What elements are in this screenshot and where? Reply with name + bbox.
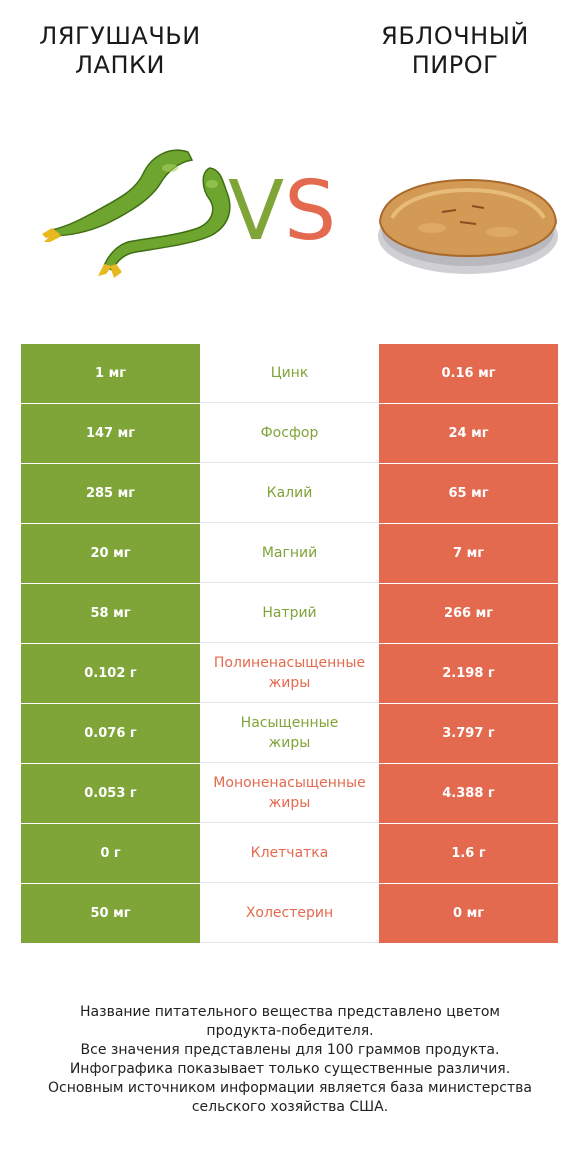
frog-legs-icon bbox=[42, 149, 231, 278]
nutrient-label: Мононенасыщенные жиры bbox=[213, 775, 366, 811]
nutrient-label: Клетчатка bbox=[250, 845, 329, 861]
right-value: 4.388 г bbox=[379, 764, 558, 823]
right-title-line2: ПИРОГ bbox=[411, 51, 499, 79]
footer-line: Основным источником информации является … bbox=[48, 1080, 532, 1096]
right-value: 1.6 г bbox=[379, 824, 558, 883]
right-value: 266 мг bbox=[379, 584, 558, 643]
nutrient-name: Магний bbox=[200, 524, 379, 583]
table-row: 50 мг Холестерин 0 мг bbox=[21, 884, 558, 944]
nutrient-name: Насыщенные жиры bbox=[200, 704, 379, 763]
nutrient-name: Мононенасыщенные жиры bbox=[200, 764, 379, 823]
nutrient-label: Натрий bbox=[262, 605, 317, 621]
vs-v-letter: V bbox=[228, 164, 285, 259]
table-row: 0.102 г Полиненасыщенные жиры 2.198 г bbox=[21, 644, 558, 704]
left-value: 285 мг bbox=[21, 464, 200, 523]
comparison-table: 1 мг Цинк 0.16 мг 147 мг Фосфор 24 мг 28… bbox=[21, 344, 558, 944]
left-value: 0 г bbox=[21, 824, 200, 883]
nutrient-label: Фосфор bbox=[260, 425, 319, 441]
footer-line: сельского хозяйства США. bbox=[191, 1099, 389, 1115]
nutrient-name: Полиненасыщенные жиры bbox=[200, 644, 379, 703]
footer-line: продукта-победителя. bbox=[206, 1023, 374, 1039]
footer-line: Инфографика показывает только существенн… bbox=[69, 1061, 511, 1077]
nutrient-label: Калий bbox=[266, 485, 313, 501]
table-row: 285 мг Калий 65 мг bbox=[21, 464, 558, 524]
nutrient-name: Натрий bbox=[200, 584, 379, 643]
left-value: 147 мг bbox=[21, 404, 200, 463]
apple-pie-icon bbox=[378, 178, 558, 274]
right-value: 3.797 г bbox=[379, 704, 558, 763]
left-title-line2: ЛАПКИ bbox=[74, 51, 165, 79]
table-row: 0.076 г Насыщенные жиры 3.797 г bbox=[21, 704, 558, 764]
nutrient-name: Клетчатка bbox=[200, 824, 379, 883]
footer-line: Название питательного вещества представл… bbox=[80, 1004, 500, 1020]
right-value: 65 мг bbox=[379, 464, 558, 523]
nutrient-name: Фосфор bbox=[200, 404, 379, 463]
nutrient-label: Цинк bbox=[270, 365, 309, 381]
vs-label: VS bbox=[228, 162, 336, 262]
table-row: 58 мг Натрий 266 мг bbox=[21, 584, 558, 644]
left-value: 20 мг bbox=[21, 524, 200, 583]
right-title-line1: ЯБЛОЧНЫЙ bbox=[381, 22, 529, 50]
nutrient-name: Калий bbox=[200, 464, 379, 523]
footer-note: Название питательного вещества представл… bbox=[20, 1003, 560, 1117]
nutrient-name: Цинк bbox=[200, 344, 379, 403]
table-row: 147 мг Фосфор 24 мг bbox=[21, 404, 558, 464]
right-value: 0 мг bbox=[379, 884, 558, 943]
right-product-title: ЯБЛОЧНЫЙ ПИРОГ bbox=[335, 22, 575, 80]
footer-line: Все значения представлены для 100 граммо… bbox=[80, 1042, 500, 1058]
left-value: 0.076 г bbox=[21, 704, 200, 763]
nutrient-label: Холестерин bbox=[245, 905, 334, 921]
table-row: 0.053 г Мононенасыщенные жиры 4.388 г bbox=[21, 764, 558, 824]
nutrient-label: Магний bbox=[261, 545, 318, 561]
table-row: 20 мг Магний 7 мг bbox=[21, 524, 558, 584]
nutrient-label: Полиненасыщенные жиры bbox=[213, 655, 366, 691]
left-value: 0.053 г bbox=[21, 764, 200, 823]
right-value: 7 мг bbox=[379, 524, 558, 583]
right-value: 24 мг bbox=[379, 404, 558, 463]
right-value: 0.16 мг bbox=[379, 344, 558, 403]
left-value: 58 мг bbox=[21, 584, 200, 643]
left-value: 50 мг bbox=[21, 884, 200, 943]
nutrient-label: Насыщенные жиры bbox=[240, 715, 339, 751]
vs-s-letter: S bbox=[284, 164, 337, 259]
left-title-line1: ЛЯГУШАЧЬИ bbox=[39, 22, 201, 50]
nutrient-name: Холестерин bbox=[200, 884, 379, 943]
left-value: 1 мг bbox=[21, 344, 200, 403]
table-row: 0 г Клетчатка 1.6 г bbox=[21, 824, 558, 884]
left-product-title: ЛЯГУШАЧЬИ ЛАПКИ bbox=[0, 22, 240, 80]
table-row: 1 мг Цинк 0.16 мг bbox=[21, 344, 558, 404]
left-value: 0.102 г bbox=[21, 644, 200, 703]
right-value: 2.198 г bbox=[379, 644, 558, 703]
